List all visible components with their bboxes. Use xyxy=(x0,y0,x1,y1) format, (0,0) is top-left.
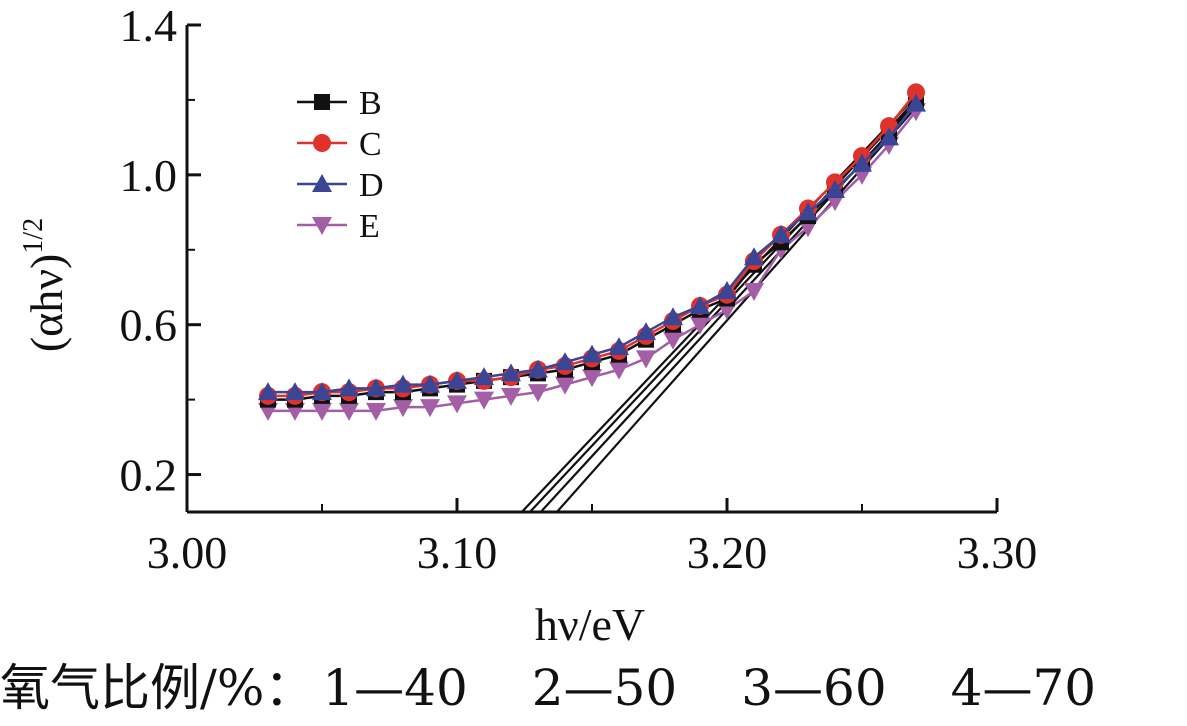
axis-labels: hν/eV (αhν)1/2 xyxy=(18,218,645,650)
data-point-D xyxy=(285,382,305,401)
data-point-D xyxy=(474,367,494,386)
y-axis-label-superscript: 1/2 xyxy=(18,218,49,254)
data-point-D xyxy=(555,352,575,371)
data-point-D xyxy=(798,202,818,221)
legend-label: C xyxy=(359,126,382,163)
oxygen-ratio-caption: 氧气比例/%： 1—40 2—50 3—60 4—70 xyxy=(0,650,1187,726)
data-point-E xyxy=(447,395,467,414)
y-tick-label: 0.6 xyxy=(120,300,178,351)
caption-item-3: 3—60 xyxy=(741,659,887,717)
data-point-D xyxy=(312,382,332,401)
data-point-E xyxy=(339,402,359,421)
data-point-E xyxy=(528,384,548,403)
data-point-E xyxy=(366,402,386,421)
data-point-D xyxy=(771,224,791,243)
data-point-E xyxy=(312,402,332,421)
data-point-D xyxy=(744,247,764,266)
data-point-E xyxy=(393,399,413,418)
legend-swatch-marker xyxy=(312,174,332,192)
data-point-D xyxy=(717,280,737,299)
caption-label: 氧气比例/%： xyxy=(0,659,315,717)
x-tick-label: 3.20 xyxy=(687,527,768,578)
series-D xyxy=(258,93,926,401)
data-point-D xyxy=(636,322,656,341)
legend-item-D: D xyxy=(297,167,384,204)
data-point-E xyxy=(474,391,494,410)
axes: 0.2 0.6 1.0 1.4 3.00 3.10 3.20 3.30 xyxy=(120,0,1038,578)
legend-item-E: E xyxy=(297,208,380,245)
y-tick-label: 1.0 xyxy=(120,150,178,201)
series-layer xyxy=(258,83,926,421)
legend-swatch-marker xyxy=(314,94,330,110)
x-tick-label: 3.10 xyxy=(417,527,498,578)
data-point-D xyxy=(582,344,602,363)
data-point-D xyxy=(879,127,899,146)
data-point-D xyxy=(366,378,386,397)
data-point-E xyxy=(636,350,656,369)
legend-label: D xyxy=(359,167,384,204)
data-point-D xyxy=(906,93,926,112)
x-axis-label: hν/eV xyxy=(535,599,645,650)
caption-item-1: 1—40 xyxy=(322,659,468,717)
y-tick-label: 1.4 xyxy=(120,0,178,51)
y-axis-label: (αhν)1/2 xyxy=(18,218,72,352)
fit-line-4 xyxy=(556,106,917,513)
data-point-E xyxy=(555,376,575,395)
data-point-D xyxy=(690,295,710,314)
legend-swatch-marker xyxy=(313,134,331,152)
data-point-E xyxy=(420,399,440,418)
data-point-E xyxy=(501,387,521,406)
legend-item-C: C xyxy=(297,126,382,163)
y-tick-label: 0.2 xyxy=(120,450,178,501)
data-point-D xyxy=(393,374,413,393)
data-point-D xyxy=(825,179,845,198)
x-tick-label: 3.30 xyxy=(957,527,1038,578)
x-tick-label: 3.00 xyxy=(147,527,228,578)
data-point-D xyxy=(501,363,521,382)
data-point-C xyxy=(907,83,925,102)
legend-label: E xyxy=(359,208,380,245)
data-point-E xyxy=(744,282,764,301)
data-point-E xyxy=(663,331,683,350)
legend-label: B xyxy=(359,85,382,122)
caption-item-2: 2—50 xyxy=(531,659,678,717)
data-point-D xyxy=(420,374,440,393)
caption-item-4: 4—70 xyxy=(950,659,1097,717)
legend-item-B: B xyxy=(297,85,382,122)
legend-swatch-marker xyxy=(312,217,332,235)
data-point-D xyxy=(447,370,467,389)
data-point-D xyxy=(339,378,359,397)
data-point-E xyxy=(582,369,602,388)
data-point-D xyxy=(609,337,629,356)
data-point-E xyxy=(609,361,629,380)
data-point-D xyxy=(528,359,548,378)
data-point-E xyxy=(690,316,710,335)
y-axis-label-main: (αhν) xyxy=(21,254,72,353)
data-point-D xyxy=(258,382,278,401)
data-point-D xyxy=(663,307,683,326)
data-point-D xyxy=(852,153,872,172)
